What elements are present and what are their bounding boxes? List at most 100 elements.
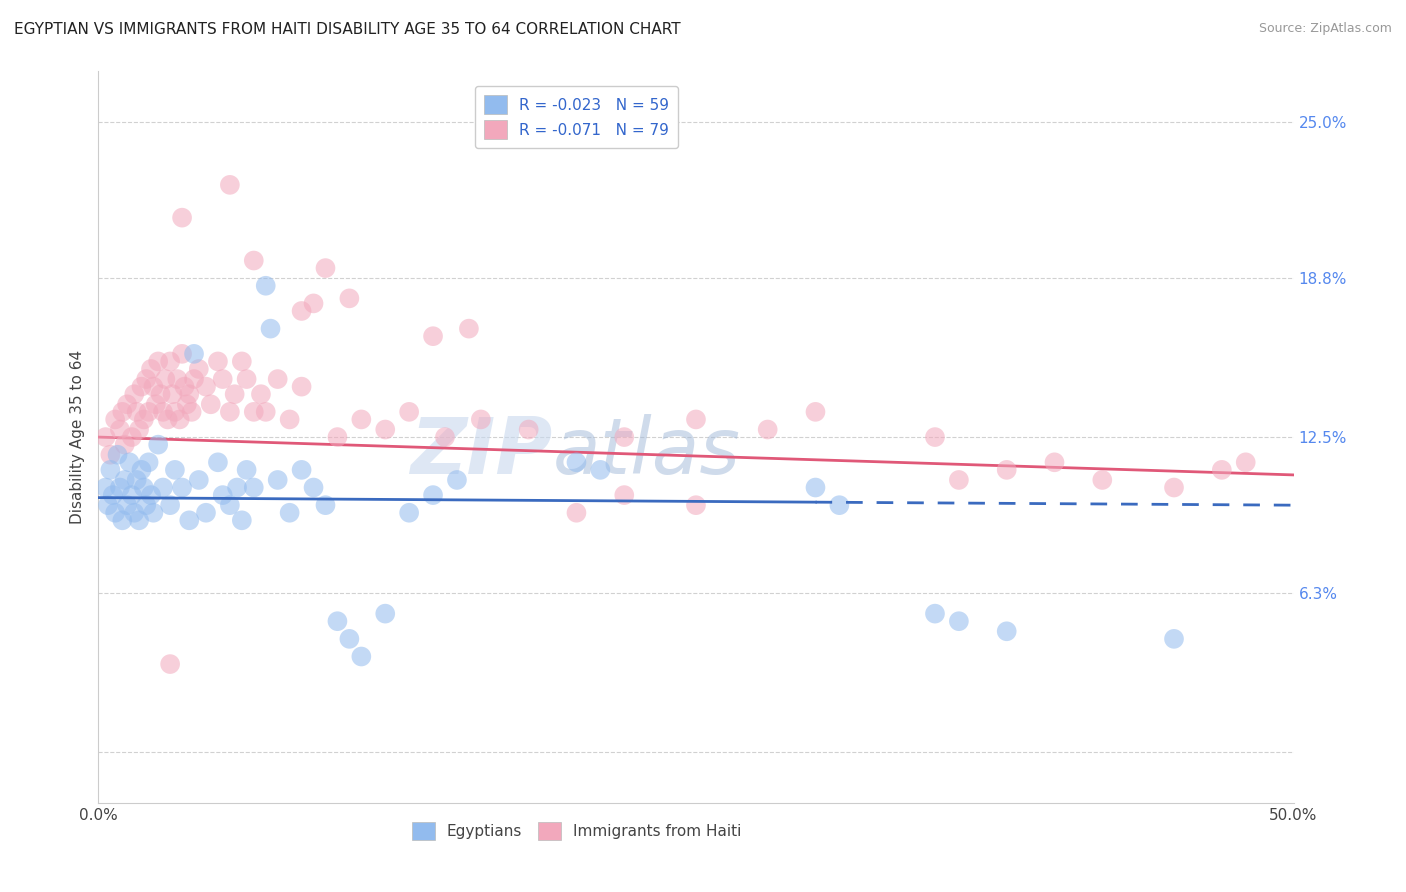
Point	[278, 412, 301, 426]
Point	[131, 463, 153, 477]
Point	[207, 455, 229, 469]
Point	[104, 412, 127, 426]
Point	[183, 372, 205, 386]
Point	[219, 405, 242, 419]
Point	[613, 488, 636, 502]
Point	[124, 387, 146, 401]
Point	[339, 632, 361, 646]
Point	[291, 463, 314, 477]
Point	[104, 506, 127, 520]
Point	[98, 463, 122, 477]
Point	[128, 513, 150, 527]
Point	[1234, 455, 1257, 469]
Point	[315, 498, 337, 512]
Point	[326, 614, 349, 628]
Point	[183, 347, 205, 361]
Point	[142, 506, 165, 520]
Point	[565, 455, 588, 469]
Point	[458, 321, 481, 335]
Point	[267, 473, 290, 487]
Point	[172, 211, 194, 225]
Point	[291, 304, 314, 318]
Point	[226, 481, 249, 495]
Text: atlas: atlas	[553, 414, 741, 490]
Point	[756, 423, 779, 437]
Point	[200, 397, 222, 411]
Point	[94, 481, 117, 495]
Point	[613, 430, 636, 444]
Point	[948, 473, 970, 487]
Point	[350, 412, 373, 426]
Point	[219, 178, 242, 192]
Point	[152, 481, 174, 495]
Y-axis label: Disability Age 35 to 64: Disability Age 35 to 64	[69, 350, 84, 524]
Point	[111, 513, 134, 527]
Point	[159, 657, 181, 671]
Point	[97, 498, 120, 512]
Point	[115, 498, 138, 512]
Point	[339, 291, 361, 305]
Point	[259, 321, 281, 335]
Point	[434, 430, 457, 444]
Point	[155, 372, 177, 386]
Point	[302, 481, 325, 495]
Point	[139, 488, 162, 502]
Point	[152, 405, 174, 419]
Point	[948, 614, 970, 628]
Point	[224, 387, 246, 401]
Point	[125, 405, 148, 419]
Point	[111, 405, 134, 419]
Point	[159, 498, 181, 512]
Point	[267, 372, 290, 386]
Point	[804, 405, 827, 419]
Point	[374, 423, 396, 437]
Point	[156, 412, 179, 426]
Point	[924, 607, 946, 621]
Point	[118, 455, 141, 469]
Point	[243, 405, 266, 419]
Point	[180, 405, 202, 419]
Point	[173, 379, 195, 393]
Point	[219, 498, 242, 512]
Point	[125, 473, 148, 487]
Point	[149, 387, 172, 401]
Point	[326, 430, 349, 444]
Point	[138, 455, 160, 469]
Point	[470, 412, 492, 426]
Point	[148, 437, 170, 451]
Point	[1043, 455, 1066, 469]
Point	[398, 506, 420, 520]
Text: EGYPTIAN VS IMMIGRANTS FROM HAITI DISABILITY AGE 35 TO 64 CORRELATION CHART: EGYPTIAN VS IMMIGRANTS FROM HAITI DISABI…	[14, 22, 681, 37]
Point	[108, 423, 131, 437]
Point	[243, 481, 266, 495]
Point	[107, 448, 129, 462]
Point	[169, 412, 191, 426]
Point	[589, 463, 612, 477]
Point	[172, 481, 194, 495]
Point	[235, 372, 257, 386]
Point	[148, 354, 170, 368]
Point	[114, 473, 136, 487]
Point	[995, 463, 1018, 477]
Point	[98, 448, 122, 462]
Point	[101, 488, 124, 502]
Point	[315, 261, 337, 276]
Point	[159, 354, 181, 368]
Point	[374, 607, 396, 621]
Point	[1211, 463, 1233, 477]
Point	[135, 498, 157, 512]
Point	[517, 423, 540, 437]
Point	[145, 397, 167, 411]
Point	[422, 488, 444, 502]
Point	[163, 463, 186, 477]
Point	[132, 412, 155, 426]
Text: ZIP: ZIP	[411, 414, 553, 490]
Point	[207, 354, 229, 368]
Point	[278, 506, 301, 520]
Point	[115, 397, 138, 411]
Point	[231, 513, 253, 527]
Point	[302, 296, 325, 310]
Point	[995, 624, 1018, 639]
Point	[124, 506, 146, 520]
Point	[291, 379, 314, 393]
